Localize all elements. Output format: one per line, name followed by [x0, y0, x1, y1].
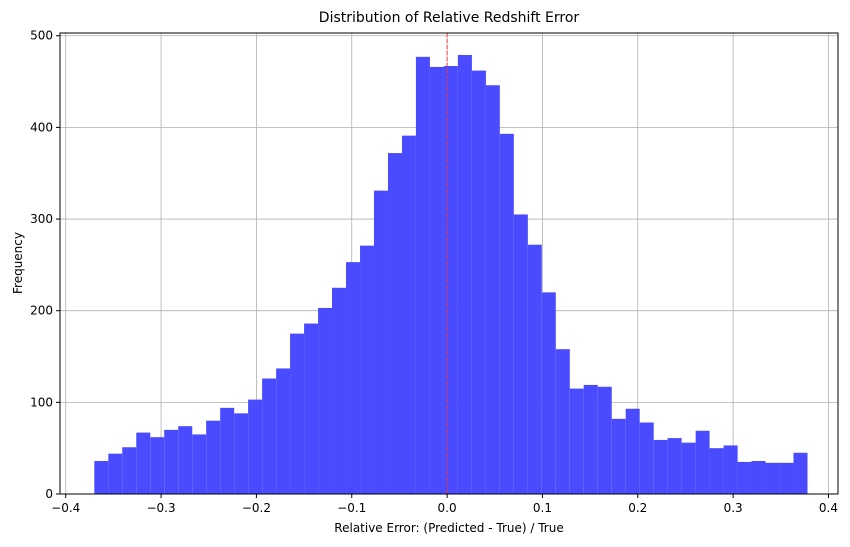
bar — [401, 135, 416, 494]
bar — [793, 452, 808, 494]
bar — [667, 438, 682, 494]
bar — [681, 442, 696, 494]
y-axis-label: Frequency — [11, 232, 25, 294]
bar — [709, 448, 724, 494]
bar — [429, 66, 444, 495]
bar — [653, 439, 668, 494]
bar — [150, 437, 165, 494]
bar — [122, 447, 137, 494]
bar — [765, 462, 780, 494]
bar — [583, 384, 598, 494]
bar — [639, 422, 654, 494]
bar — [290, 333, 305, 494]
bar — [527, 244, 542, 494]
bar — [443, 65, 458, 495]
y-tick-label: 0 — [45, 487, 53, 501]
bar — [555, 349, 570, 494]
x-tick-label: 0.4 — [819, 501, 838, 515]
x-tick-label: −0.2 — [242, 501, 271, 515]
plot-frame — [59, 32, 839, 495]
bar — [234, 413, 249, 494]
bar — [164, 429, 179, 494]
x-tick-label: 0.0 — [438, 501, 457, 515]
bar — [318, 307, 333, 494]
bar — [499, 133, 514, 494]
bar — [779, 462, 794, 494]
bar — [513, 214, 528, 494]
bar — [387, 153, 402, 494]
y-tick-label: 500 — [30, 29, 53, 43]
bar — [304, 323, 319, 494]
bar — [136, 432, 151, 494]
bar — [262, 378, 277, 494]
x-tick-label: 0.2 — [628, 501, 647, 515]
bar — [346, 262, 361, 494]
bar — [457, 54, 472, 494]
bar — [108, 453, 123, 494]
y-tick-label: 300 — [30, 212, 53, 226]
bar — [373, 190, 388, 494]
bar — [220, 407, 235, 494]
x-tick-label: 0.1 — [533, 501, 552, 515]
bar — [625, 408, 640, 494]
bar — [611, 418, 626, 494]
bar — [94, 461, 109, 494]
bar — [723, 445, 738, 494]
bar — [541, 292, 556, 494]
bar — [485, 85, 500, 495]
x-tick-label: −0.4 — [51, 501, 80, 515]
y-tick-label: 200 — [30, 304, 53, 318]
bar — [415, 56, 430, 494]
x-tick-label: 0.3 — [724, 501, 743, 515]
bar — [597, 386, 612, 494]
bar — [360, 245, 374, 494]
bar — [471, 70, 486, 494]
bar — [332, 287, 347, 494]
bar — [192, 434, 207, 494]
bar — [178, 426, 193, 494]
chart-title: Distribution of Relative Redshift Error — [319, 10, 580, 26]
bar — [569, 388, 584, 494]
bar — [695, 430, 710, 494]
y-tick-label: 400 — [30, 120, 53, 134]
bar — [737, 461, 752, 494]
bar — [206, 420, 221, 494]
bar — [248, 399, 263, 494]
x-tick-label: −0.3 — [146, 501, 175, 515]
x-axis-label: Relative Error: (Predicted - True) / Tru… — [334, 521, 563, 535]
bar — [751, 461, 766, 494]
bar — [276, 368, 291, 494]
y-tick-label: 100 — [30, 395, 53, 409]
x-tick-label: −0.1 — [337, 501, 366, 515]
